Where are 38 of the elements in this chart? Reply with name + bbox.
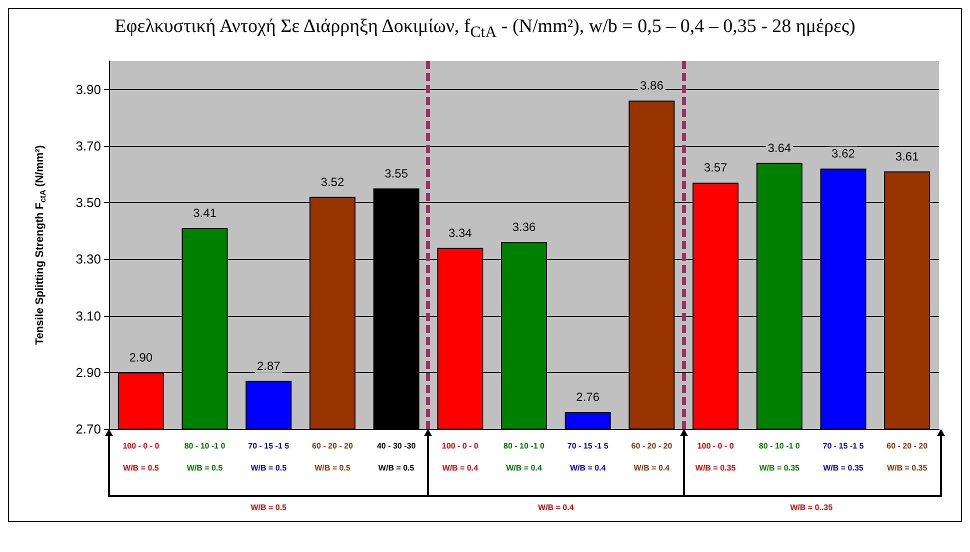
category-label: 40 - 30 -30 W/B = 0.5 <box>376 441 416 472</box>
y-tick-label: 2.90 <box>76 364 101 380</box>
category-label: 70 - 15 -1 5 W/B = 0.5 <box>248 441 290 472</box>
data-label: 2.76 <box>576 390 600 404</box>
y-tick-label: 3.90 <box>76 82 101 97</box>
category-label: 100 - 0 - 0 W/B = 0.4 <box>442 441 478 472</box>
data-label: 3.52 <box>320 174 344 189</box>
category-label: 70 - 15 -1 5 W/B = 0.4 <box>567 441 608 472</box>
category-label: 100 - 0 - 0 W/B = 0.5 <box>122 441 160 472</box>
data-label: 3.41 <box>193 206 217 220</box>
category-label: 60 - 20 - 20 W/B = 0.35 <box>886 441 928 472</box>
text: W/B = 0.4 <box>537 502 575 512</box>
y-tick-label: 3.50 <box>76 194 101 210</box>
data-label: 3.61 <box>895 149 920 164</box>
text: W/B = 0.5 <box>250 502 288 512</box>
category-label: 70 - 15 -1 5 W/B = 0.35 <box>822 441 864 472</box>
category-label: 80 - 10 -1 0 W/B = 0.5 <box>184 441 226 472</box>
chart-title: Εφελκυστική Αντοχή Σε Διάρρηξη Δοκιμίων, f$_{CtA}$ - (N/mm²), w/b = 0,5 – 0,4 – 0,35 - 28 ημέρες) <box>114 15 856 43</box>
data-label: 3.34 <box>448 226 472 240</box>
category-label: 80 - 10 -1 0 W/B = 0.4 <box>504 441 544 472</box>
text: W/B = 0..35 <box>789 502 834 512</box>
data-label: 3.62 <box>832 146 856 160</box>
y-tick-label: 2.70 <box>76 421 101 436</box>
data-label: 2.87 <box>256 358 281 373</box>
y-axis-title: Tensile Splitting Strength FctA (N/mm²) <box>34 144 48 345</box>
data-label: 3.57 <box>704 160 728 175</box>
data-label: 3.64 <box>768 140 792 155</box>
category-label: 60 - 20 - 20 W/B = 0.4 <box>631 441 672 472</box>
category-label: 80 - 10 -1 0 W/B = 0.35 <box>758 441 800 472</box>
data-label: 3.36 <box>512 220 536 234</box>
data-label: 3.55 <box>384 166 408 180</box>
y-tick-label: 3.70 <box>76 138 101 154</box>
data-label: 2.90 <box>129 350 153 364</box>
data-label: 3.86 <box>640 78 664 92</box>
category-label: 100 - 0 - 0 W/B = 0.35 <box>695 441 736 472</box>
category-label: 60 - 20 - 20 W/B = 0.5 <box>312 441 353 472</box>
y-tick-label: 3.30 <box>76 251 101 266</box>
y-tick-label: 3.10 <box>76 308 101 324</box>
